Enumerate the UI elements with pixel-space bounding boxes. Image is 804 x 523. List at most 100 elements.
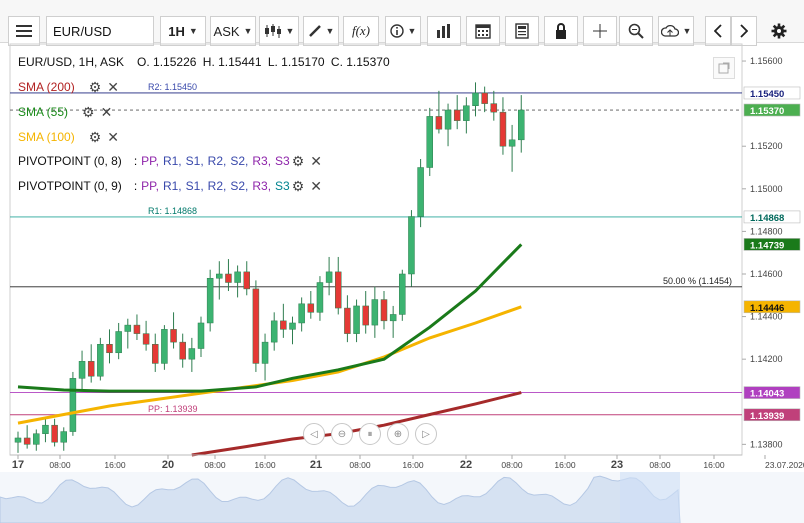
price-badge-text: 1.15450 [750,89,784,100]
next-icon[interactable]: ▷ [415,423,437,445]
crosshair-icon [593,24,607,38]
price-badge-bg [743,103,801,117]
time-tick-label: 16:00 [104,460,126,470]
candle-body [23,437,31,445]
fx-icon: f(x) [351,23,371,38]
high-value: H. 1.15441 [202,55,262,69]
candle-body [206,277,214,324]
candle-body [261,341,269,364]
candle-body [97,344,104,377]
indicator-pivot-1[interactable]: PIVOTPOINT (0, 8) : PP, R1, S1, R2, S2, … [18,152,322,170]
candle [197,316,205,358]
candle [270,312,278,351]
indicator-sma200[interactable]: SMA (200) ⚙ ✕ [18,78,119,96]
candle-body [69,378,77,432]
navigator-window [620,472,680,523]
chevron-down-icon: ▼ [188,26,198,36]
cloud-upload-icon [660,24,679,37]
close-icon[interactable]: ✕ [100,103,113,120]
candle-body [426,116,433,168]
zoom-out-icon[interactable]: ⊖ [331,423,353,445]
scroll-right-button[interactable] [731,16,757,46]
indicator-label: SMA (200) [18,80,75,94]
level-label: PP: 1.13939 [148,404,198,414]
time-axis: 17 08:00 16:00 20 08:00 16:00 21 08:00 16:00 22 08… [10,454,804,471]
price-badge: 1.15450 [743,86,801,100]
candle [298,297,305,332]
gear-icon[interactable]: ⚙ [82,103,95,120]
upload-button[interactable]: ▼ [658,16,694,46]
news-button[interactable] [505,16,539,46]
price-tick-label: 1.15200 [750,141,783,151]
time-tick-label: 08:00 [49,460,71,470]
symbol-select[interactable]: EUR/USD [46,16,154,46]
lock-button[interactable] [544,16,578,46]
candle-body [408,216,415,275]
zoom-in-icon[interactable]: ⊕ [387,423,409,445]
price-badge-text: 1.14739 [750,240,784,251]
settings-button[interactable] [766,16,792,46]
info-button[interactable]: ▼ [385,16,421,46]
candle-body [280,320,287,330]
candle [14,431,22,453]
candle-body [78,361,86,379]
candle [124,318,132,349]
price-badge-text: 1.14043 [750,389,784,400]
reset-icon[interactable]: ⏸ [359,423,381,445]
candle [261,333,269,381]
candle-body [14,437,22,443]
price-type-select[interactable]: ASK ▼ [210,16,256,46]
gear-icon[interactable]: ⚙ [88,78,102,95]
candle [499,97,507,155]
chevron-down-icon: ▼ [285,26,295,36]
candle-body [197,322,205,349]
candle-body [225,273,232,283]
candle [435,90,443,134]
draw-button[interactable]: ▼ [303,16,339,46]
candle [188,337,196,372]
prev-icon[interactable]: ◁ [303,423,325,445]
pencil-icon [308,25,321,37]
price-tick-label: 1.14400 [750,312,783,322]
candle [225,259,232,292]
candle-body [518,109,525,141]
close-icon[interactable]: ✕ [310,177,323,194]
scroll-left-button[interactable] [705,16,731,46]
close-icon[interactable]: ✕ [107,78,119,95]
navigator [0,472,804,523]
indicators-button[interactable] [427,16,461,46]
bar-chart-icon [437,24,450,38]
close-icon[interactable]: ✕ [107,128,119,145]
time-tick-label: 20 [162,459,174,471]
gear-icon[interactable]: ⚙ [291,152,305,169]
s3-label: S3 [275,154,290,168]
gear-icon[interactable]: ⚙ [88,128,102,145]
indicator-label: SMA (100) [18,130,75,144]
candle-body [435,116,443,130]
pp-label: PP, [141,179,159,193]
price-tick-label: 1.13800 [750,439,783,449]
timeframe-select[interactable]: 1H ▼ [160,16,206,46]
close-icon[interactable]: ✕ [310,152,323,169]
price-tick-label: 1.14200 [750,354,783,364]
candle-body [353,305,360,334]
chart-type-button[interactable]: ▼ [259,16,299,46]
candle-body [51,424,58,443]
indicator-sma100[interactable]: SMA (100) ⚙ ✕ [18,128,119,146]
chevron-down-icon: ▼ [243,26,253,36]
indicator-pivot-2[interactable]: PIVOTPOINT (0, 9) : PP, R1, S1, R2, S2, … [18,177,322,195]
gear-icon[interactable]: ⚙ [291,177,305,194]
plot-frame [9,43,743,456]
menu-button[interactable] [8,16,40,46]
price-badge: 1.14739 [743,238,801,251]
candle-body [490,103,498,113]
indicator-label: PIVOTPOINT (0, 9) [18,179,122,193]
zoom-button[interactable] [619,16,653,46]
calendar-button[interactable] [466,16,500,46]
price-badge-bg [743,238,801,251]
crosshair-button[interactable] [583,16,617,46]
expand-button[interactable] [713,57,735,79]
functions-button[interactable]: f(x) [343,16,379,46]
indicator-sma55[interactable]: SMA (55) ⚙ ✕ [18,103,112,121]
